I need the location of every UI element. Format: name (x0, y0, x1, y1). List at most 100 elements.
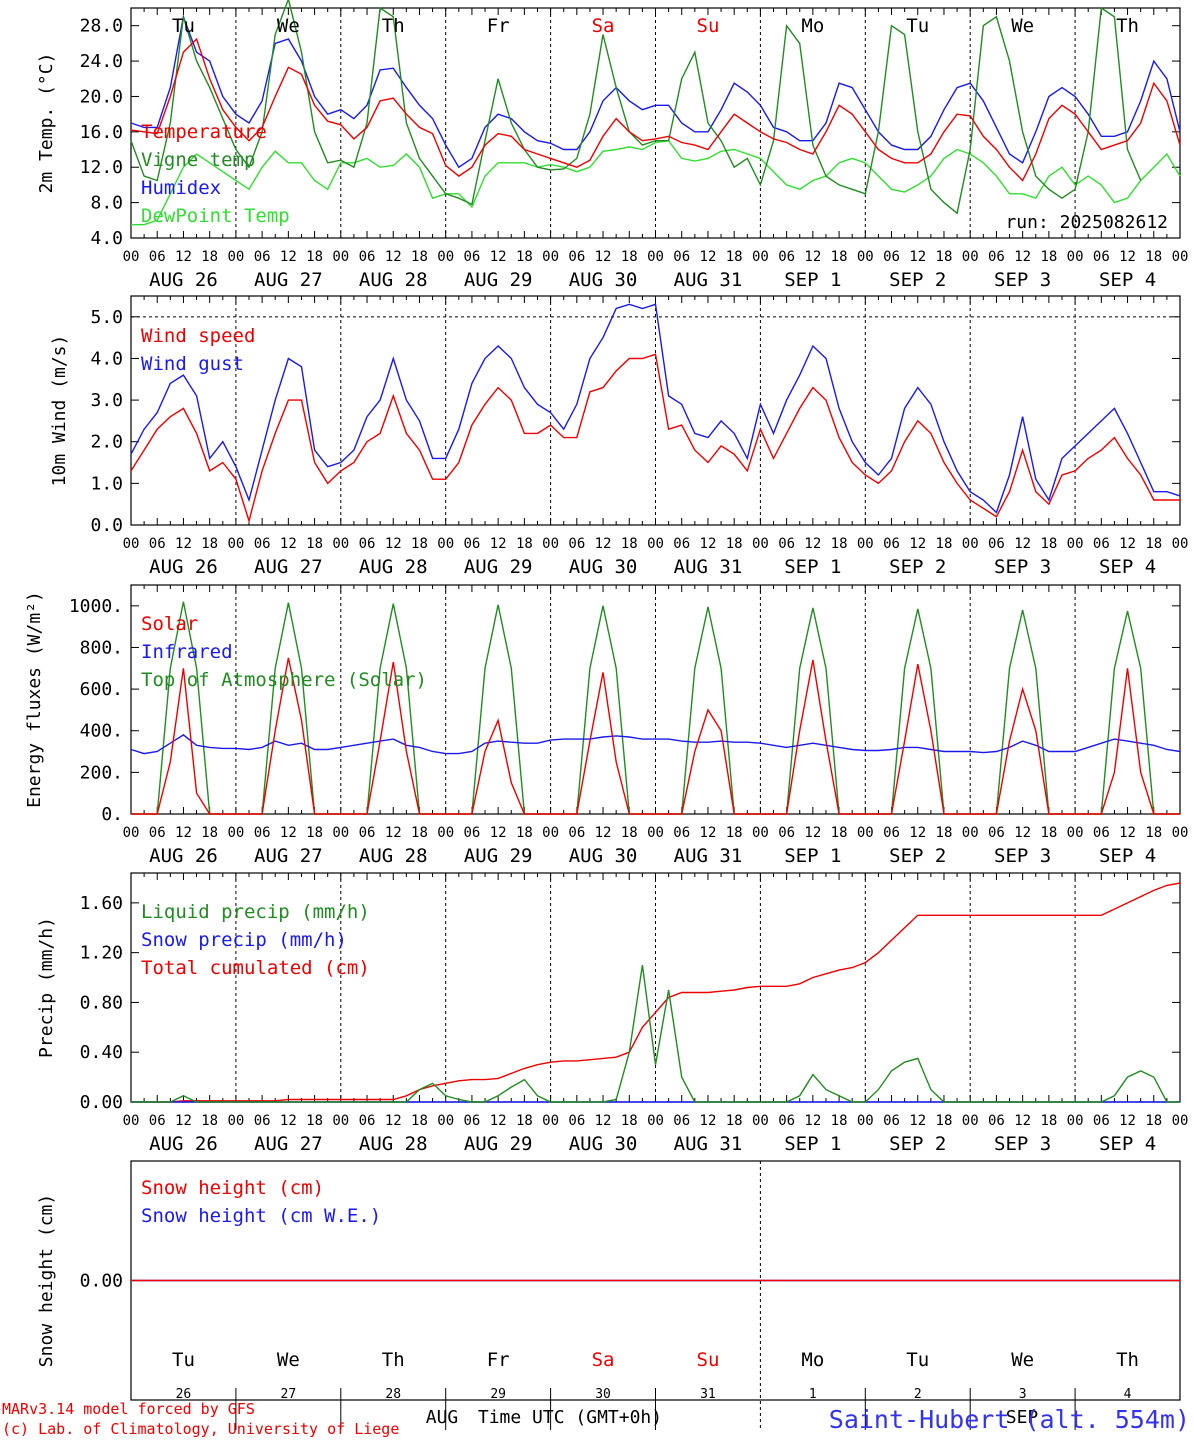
hour-tick-label: 18 (516, 536, 533, 552)
date-label: AUG 27 (254, 845, 323, 867)
hour-tick-label: 18 (201, 249, 218, 265)
hour-tick-label: 00 (647, 249, 664, 265)
series-line-dewpoint-temp (131, 139, 1181, 226)
y-tick-label: 0.00 (80, 1271, 123, 1292)
hour-tick-label: 12 (490, 1113, 507, 1129)
hour-tick-label: 12 (1119, 536, 1136, 552)
hour-tick-label: 06 (568, 825, 585, 841)
hour-tick-label: 18 (1145, 536, 1162, 552)
hour-tick-label: 18 (411, 536, 428, 552)
day-number-label: 27 (281, 1387, 297, 1402)
hour-tick-label: 06 (149, 536, 166, 552)
hour-tick-label: 00 (647, 825, 664, 841)
hour-tick-label: 06 (359, 1113, 376, 1129)
hour-tick-label: 06 (359, 249, 376, 265)
date-label: AUG 27 (254, 1133, 323, 1155)
legend-entry: Infrared (141, 641, 233, 663)
y-tick-label: 200. (80, 762, 123, 783)
hour-tick-label: 12 (385, 1113, 402, 1129)
hour-tick-label: 06 (673, 249, 690, 265)
hour-tick-label: 00 (1172, 536, 1189, 552)
date-label: SEP 2 (889, 269, 946, 291)
weekday-label: Mo (801, 15, 824, 37)
date-label: SEP 2 (889, 845, 946, 867)
y-tick-label: 3.0 (90, 390, 123, 411)
date-label: AUG 31 (674, 556, 743, 578)
hour-tick-label: 00 (962, 536, 979, 552)
weekday-label: Sa (592, 1349, 615, 1371)
hour-tick-label: 00 (962, 249, 979, 265)
hour-tick-label: 00 (752, 536, 769, 552)
date-label: AUG 29 (464, 1133, 533, 1155)
hour-tick-label: 06 (673, 536, 690, 552)
hour-tick-label: 18 (621, 536, 638, 552)
hour-tick-label: 00 (437, 249, 454, 265)
hour-tick-label: 00 (542, 825, 559, 841)
date-label: AUG 30 (569, 269, 638, 291)
hour-tick-label: 18 (621, 249, 638, 265)
date-label: AUG 26 (149, 1133, 218, 1155)
hour-tick-label: 12 (175, 536, 192, 552)
x-axis-title: Time UTC (GMT+0h) (478, 1407, 662, 1428)
hour-tick-label: 18 (1145, 249, 1162, 265)
hour-tick-label: 06 (463, 536, 480, 552)
date-label: SEP 1 (784, 269, 841, 291)
weekday-label: Th (1116, 1349, 1139, 1371)
hour-tick-label: 18 (1145, 1113, 1162, 1129)
hour-tick-label: 06 (988, 249, 1005, 265)
hour-tick-label: 06 (149, 249, 166, 265)
y-tick-label: 5.0 (90, 307, 123, 328)
hour-tick-label: 12 (804, 249, 821, 265)
hour-tick-label: 12 (1014, 536, 1031, 552)
hour-tick-label: 12 (700, 1113, 717, 1129)
hour-tick-label: 12 (175, 1113, 192, 1129)
hour-tick-label: 18 (936, 249, 953, 265)
weekday-label: Su (697, 15, 720, 37)
legend-entry: Top of Atmosphere (Solar) (141, 669, 427, 691)
hour-tick-label: 06 (883, 249, 900, 265)
hour-tick-label: 18 (516, 1113, 533, 1129)
y-axis-title: 10m Wind (m/s) (49, 335, 70, 487)
hour-tick-label: 06 (778, 249, 795, 265)
date-label: AUG 28 (359, 1133, 428, 1155)
hour-tick-label: 12 (175, 249, 192, 265)
series-line-vigne-temp (130, 0, 1142, 215)
hour-tick-label: 00 (1067, 536, 1084, 552)
hour-tick-label: 00 (437, 825, 454, 841)
hour-tick-label: 00 (332, 825, 349, 841)
hour-tick-label: 00 (1067, 1113, 1084, 1129)
y-tick-label: 600. (80, 679, 123, 700)
hour-tick-label: 00 (227, 249, 244, 265)
hour-tick-label: 18 (1040, 536, 1057, 552)
weekday-label: Th (1116, 15, 1139, 37)
hour-tick-label: 18 (621, 1113, 638, 1129)
hour-tick-label: 18 (621, 825, 638, 841)
day-number-label: 3 (1019, 1387, 1027, 1402)
hour-tick-label: 12 (280, 249, 297, 265)
day-number-label: 1 (809, 1387, 817, 1402)
hour-tick-label: 12 (1014, 249, 1031, 265)
hour-tick-label: 00 (857, 1113, 874, 1129)
hour-tick-label: 12 (909, 536, 926, 552)
y-tick-label: 28.0 (80, 16, 123, 37)
hour-tick-label: 06 (568, 536, 585, 552)
hour-tick-label: 06 (988, 825, 1005, 841)
date-label: SEP 3 (994, 269, 1051, 291)
date-label: SEP 1 (784, 1133, 841, 1155)
legend-entry: Snow height (cm) (141, 1177, 324, 1199)
date-label: AUG 26 (149, 845, 218, 867)
hour-tick-label: 06 (883, 1113, 900, 1129)
panel-3: 0. 200. 400. 600. 800. 1000. Energy fluxes (W/… (24, 584, 1188, 867)
hour-tick-label: 18 (516, 825, 533, 841)
hour-tick-label: 12 (1014, 1113, 1031, 1129)
hour-tick-label: 12 (280, 1113, 297, 1129)
date-label: SEP 3 (994, 1133, 1051, 1155)
hour-tick-label: 12 (1014, 825, 1031, 841)
series-line-liquid-precip-mm-h (131, 964, 1180, 1103)
series-line-total-cumulated-cm (131, 882, 1181, 1103)
hour-tick-label: 18 (726, 536, 743, 552)
hour-tick-label: 06 (568, 1113, 585, 1129)
hour-tick-label: 18 (936, 1113, 953, 1129)
hour-tick-label: 00 (962, 825, 979, 841)
